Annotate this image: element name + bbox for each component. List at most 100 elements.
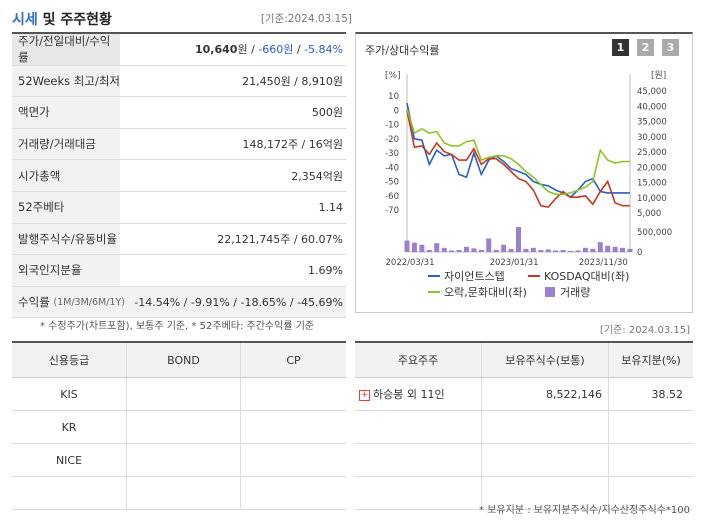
volume-bar bbox=[508, 248, 514, 252]
holder-shares bbox=[481, 410, 609, 444]
volume-bar bbox=[478, 249, 484, 252]
left-tick-label: 10 bbox=[388, 92, 399, 102]
quote-row-returns: 수익률 (1M/3M/6M/1Y) -14.54% / -9.91% / -18… bbox=[12, 286, 346, 319]
right-tick-label: 40,000 bbox=[637, 102, 667, 112]
plus-icon[interactable]: + bbox=[359, 389, 370, 401]
column-header: CP bbox=[240, 341, 346, 378]
volume-tick-label: 500,000 bbox=[637, 228, 672, 238]
volume-bar bbox=[501, 244, 507, 252]
table-row bbox=[355, 476, 693, 510]
table-header-row: 주요주주 보유주식수(보통) 보유지분(%) bbox=[355, 341, 693, 378]
footnote-right-date: [기준: 2024.03.15] bbox=[599, 325, 690, 336]
rating-agency bbox=[12, 476, 127, 510]
column-header: 보유지분(%) bbox=[608, 341, 693, 378]
volume-bar bbox=[486, 238, 492, 252]
volume-bar bbox=[590, 248, 596, 252]
quote-value: 22,121,745주 / 60.07% bbox=[217, 232, 343, 246]
quote-label: 52Weeks 최고/최저 bbox=[12, 65, 120, 97]
cp-rating bbox=[240, 410, 346, 444]
bond-rating bbox=[126, 443, 241, 477]
quote-label: 액면가 bbox=[12, 97, 120, 128]
volume-bar bbox=[568, 250, 574, 252]
chart-tab-2[interactable]: 2 bbox=[637, 39, 654, 56]
returns-value: -14.54% / -9.91% / -18.65% / -45.69% bbox=[134, 295, 343, 309]
left-tick-label: -50 bbox=[385, 178, 399, 188]
column-header: BOND bbox=[126, 341, 241, 378]
table-row bbox=[12, 476, 346, 510]
chart-tab-1[interactable]: 1 bbox=[612, 39, 629, 56]
volume-bar bbox=[523, 248, 529, 252]
legend-label: 자이언트스텝 bbox=[444, 270, 505, 283]
credit-rating-table: 신용등급 BOND CP KIS KR NICE bbox=[12, 341, 346, 510]
quote-label: 시가총액 bbox=[12, 160, 120, 191]
legend-label: KOSDAQ대비(좌) bbox=[544, 270, 629, 283]
left-tick-label: 0 bbox=[394, 106, 399, 116]
volume-bar bbox=[545, 249, 551, 252]
holder-name bbox=[355, 476, 482, 510]
quote-value: 1.69% bbox=[308, 263, 343, 277]
quote-row: 거래량/거래대금 148,172주 / 16억원 bbox=[12, 128, 346, 161]
volume-bar bbox=[530, 247, 536, 252]
left-axis-unit: [%] bbox=[385, 71, 401, 81]
legend-label: 거래량 bbox=[560, 286, 590, 299]
quote-label: 거래량/거래대금 bbox=[12, 128, 120, 160]
holder-name[interactable]: 하승봉 외 11인 bbox=[373, 388, 445, 401]
quote-row: 액면가 500원 bbox=[12, 97, 346, 129]
volume-bar bbox=[575, 250, 581, 252]
rating-agency: KIS bbox=[12, 377, 127, 411]
right-tick-label: 10,000 bbox=[637, 194, 667, 204]
shareholder-table: 주요주주 보유주식수(보통) 보유지분(%) + 하승봉 외 11인 8,522,… bbox=[355, 341, 693, 510]
volume-bar bbox=[560, 249, 566, 252]
right-tick-label: 45,000 bbox=[637, 87, 667, 97]
quote-label: 발행주식수/유동비율 bbox=[12, 223, 120, 255]
holder-pct bbox=[608, 476, 693, 510]
series-line-2 bbox=[406, 110, 630, 208]
chart-tab-3[interactable]: 3 bbox=[662, 39, 679, 56]
right-tick-label: 15,000 bbox=[637, 179, 667, 189]
holder-pct bbox=[608, 410, 693, 444]
cp-rating bbox=[240, 476, 346, 510]
volume-bar bbox=[434, 243, 440, 252]
volume-bar bbox=[620, 247, 626, 252]
cp-rating bbox=[240, 377, 346, 411]
left-tick-label: -20 bbox=[385, 135, 399, 145]
volume-bar bbox=[411, 242, 417, 252]
table-row: KR bbox=[12, 410, 346, 444]
holder-name bbox=[355, 410, 482, 444]
quote-label: 수익률 (1M/3M/6M/1Y) bbox=[12, 286, 129, 318]
quote-value: 1.14 bbox=[318, 200, 344, 214]
series-line-1 bbox=[406, 102, 630, 199]
returns-sub-label: (1M/3M/6M/1Y) bbox=[53, 296, 125, 308]
chart-panel bbox=[355, 32, 693, 313]
left-tick-label: -60 bbox=[385, 192, 399, 202]
quote-row-price: 주가/전일대비/수익률 10,640원 / -660원 / -5.84% bbox=[12, 34, 346, 66]
quote-row: 52Weeks 최고/최저 21,450원 / 8,910원 bbox=[12, 65, 346, 98]
right-tick-label: 35,000 bbox=[637, 118, 667, 128]
series-line-3 bbox=[406, 108, 630, 196]
x-tick-label: 2022/03/31 bbox=[386, 258, 435, 268]
bond-rating bbox=[126, 377, 241, 411]
holder-pct bbox=[608, 443, 693, 477]
volume-bar bbox=[597, 242, 603, 252]
left-tick-label: -40 bbox=[385, 163, 399, 173]
price-value: 10,640 bbox=[195, 43, 238, 57]
separator: / bbox=[247, 43, 259, 57]
volume-bar bbox=[605, 245, 611, 252]
volume-bar bbox=[612, 246, 618, 252]
volume-bar bbox=[449, 250, 455, 252]
volume-bar bbox=[538, 249, 544, 252]
quote-value: 10,640원 / -660원 / -5.84% bbox=[120, 41, 346, 57]
base-date: [기준:2024.03.15] bbox=[260, 13, 352, 25]
holder-shares bbox=[481, 476, 609, 510]
separator: / bbox=[293, 43, 305, 57]
table-row: NICE bbox=[12, 443, 346, 477]
footnote-bottom: * 보유지분 : 보유지분주식수/지수산정주식수*100 bbox=[479, 505, 690, 516]
holder-name bbox=[355, 443, 482, 477]
table-row: KIS bbox=[12, 377, 346, 411]
left-tick-label: -30 bbox=[385, 149, 399, 159]
holder-shares bbox=[481, 443, 609, 477]
table-header-row: 신용등급 BOND CP bbox=[12, 341, 346, 378]
right-tick-label: 20,000 bbox=[637, 163, 667, 173]
quote-row: 52주베타 1.14 bbox=[12, 191, 346, 224]
table-row bbox=[355, 443, 693, 477]
